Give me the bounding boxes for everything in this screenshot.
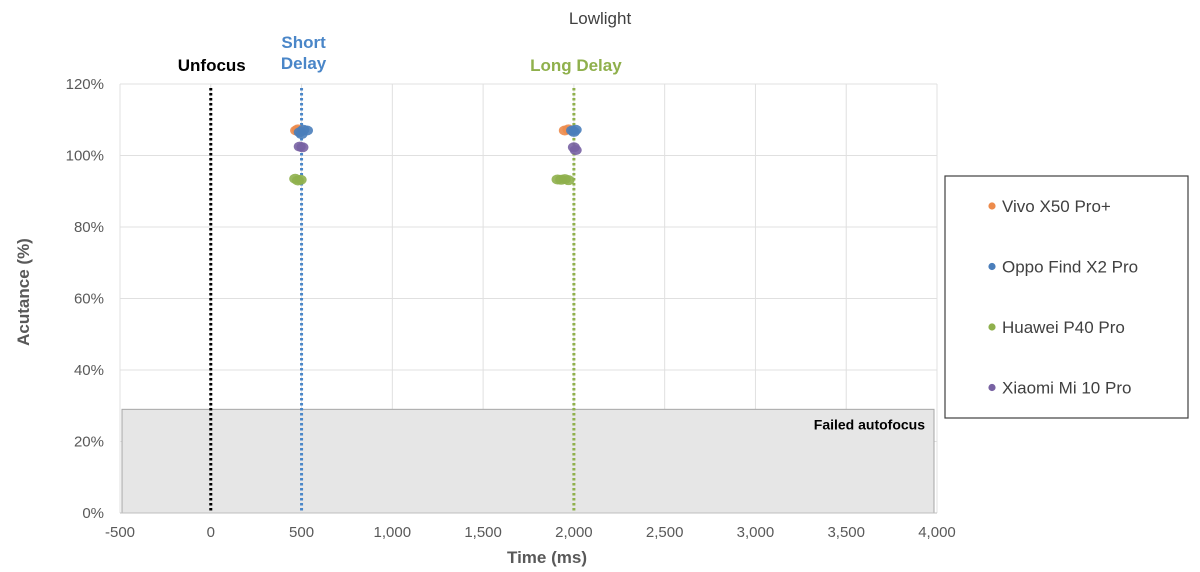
y-axis-label: Acutance (%) (14, 238, 33, 346)
x-tick-label: 2,500 (646, 524, 684, 541)
x-axis-label: Time (ms) (507, 548, 587, 567)
data-point (295, 129, 308, 140)
data-point (294, 174, 307, 185)
data-points (289, 124, 582, 186)
x-tick-label: 2,000 (555, 524, 593, 541)
reference-line-label: Short (281, 33, 326, 52)
y-tick-label: 120% (66, 76, 104, 93)
legend-label: Vivo X50 Pro+ (1002, 197, 1111, 216)
x-tick-label: 1,000 (374, 524, 412, 541)
x-tick-label: 500 (289, 524, 314, 541)
failed-region-box (121, 408, 935, 514)
data-point (562, 175, 575, 186)
x-tick-label: 4,000 (918, 524, 956, 541)
y-tick-label: 0% (82, 505, 104, 522)
x-tick-label: -500 (105, 524, 135, 541)
reference-lines: Unfocus Short Delay Long Delay (178, 33, 622, 513)
y-tick-label: 100% (66, 148, 104, 165)
legend-label: Huawei P40 Pro (1002, 318, 1125, 337)
reference-line-label: Unfocus (178, 56, 246, 75)
legend-marker (988, 383, 996, 392)
x-tick-label: 3,000 (737, 524, 775, 541)
legend: Vivo X50 Pro+ Oppo Find X2 Pro Huawei P40 … (944, 175, 1189, 419)
legend-label: Xiaomi Mi 10 Pro (1002, 379, 1131, 398)
x-tick-label: 0 (207, 524, 215, 541)
data-point (296, 142, 309, 153)
legend-label: Oppo Find X2 Pro (1002, 258, 1138, 277)
failed-autofocus-region: Failed autofocus (121, 408, 935, 514)
data-point (567, 126, 580, 137)
y-tick-label: 80% (74, 219, 104, 236)
y-tick-label: 20% (74, 434, 104, 451)
x-tick-label: 1,500 (464, 524, 502, 541)
legend-box (944, 175, 1189, 419)
legend-marker (988, 262, 996, 271)
reference-line-label: Long Delay (530, 56, 622, 75)
legend-marker (988, 323, 996, 331)
x-tick-label: 3,500 (827, 524, 865, 541)
y-axis: 0% 20% 40% 60% 80% 100% 120% (66, 76, 104, 522)
y-tick-label: 60% (74, 291, 104, 308)
x-axis: -500 0 500 1,000 1,500 2,000 2,500 3,000 3,500 4,… (105, 512, 956, 541)
failed-autofocus-label: Failed autofocus (814, 416, 925, 432)
data-point (569, 145, 582, 156)
reference-line-label: Delay (281, 54, 327, 73)
legend-marker (988, 202, 996, 210)
y-tick-label: 40% (74, 362, 104, 379)
chart-title: Lowlight (569, 9, 632, 28)
